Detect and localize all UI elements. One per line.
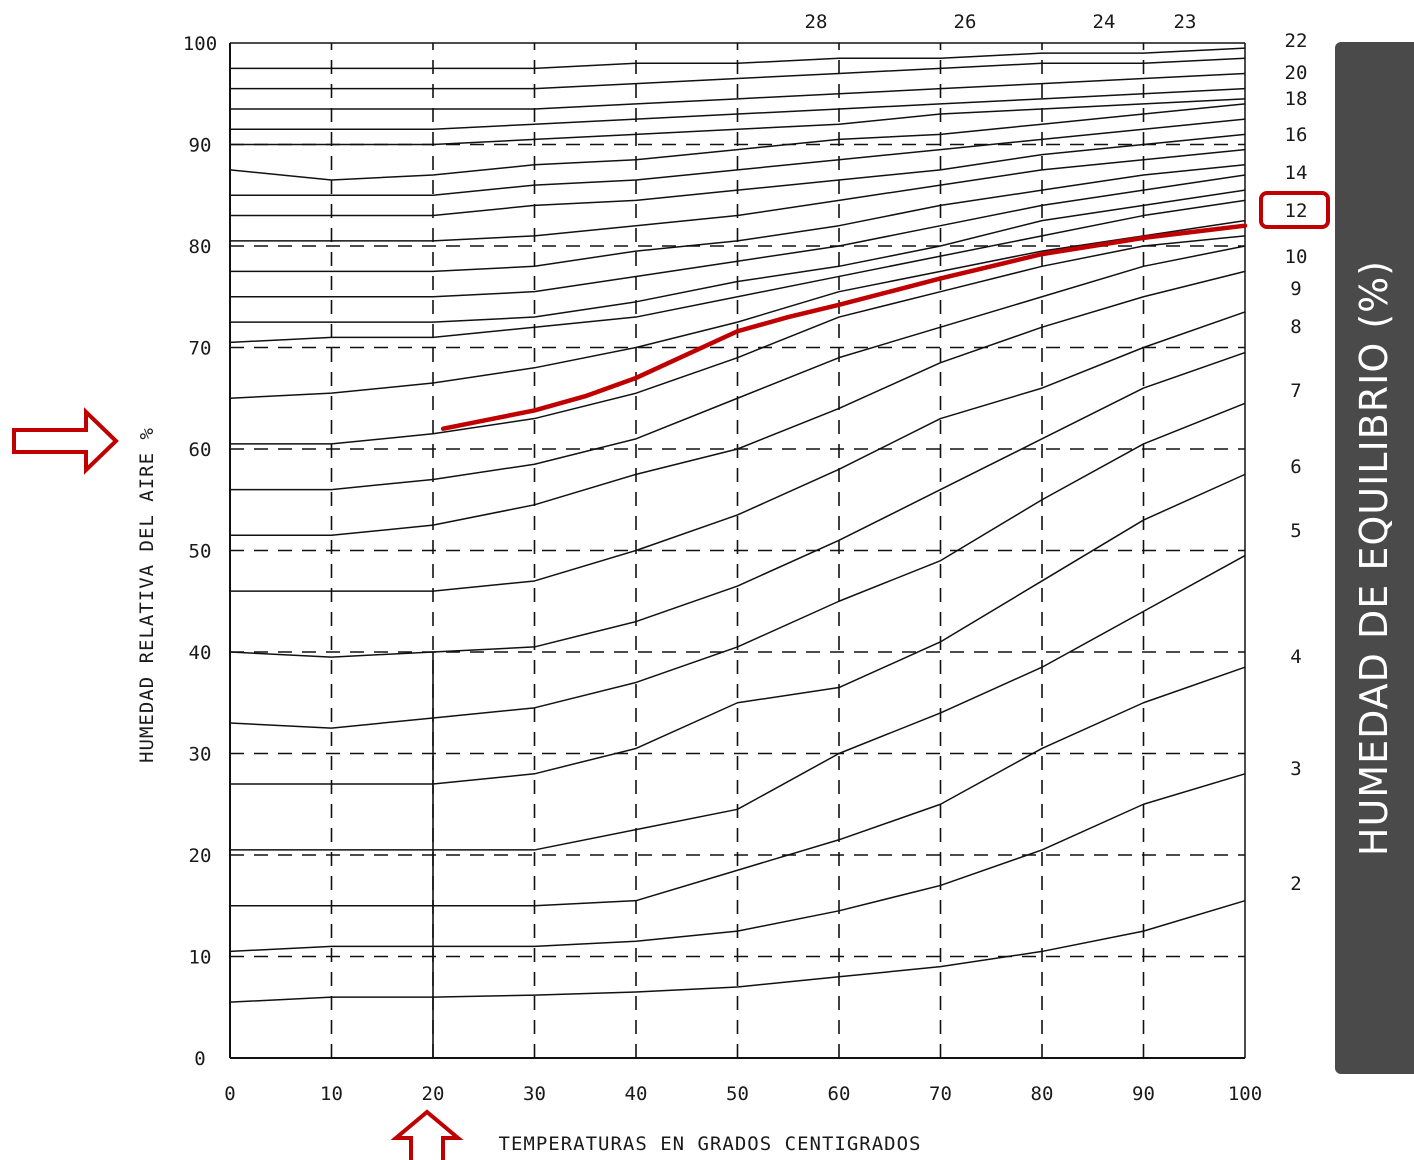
right-label-3: 3	[1290, 758, 1301, 780]
x-axis-title: TEMPERATURAS EN GRADOS CENTIGRADOS	[499, 1133, 922, 1155]
moisture-curve-18	[230, 118, 1246, 196]
moisture-curve-0	[229, 899, 1246, 1003]
top-label-23: 23	[1174, 11, 1197, 33]
grid-lines	[230, 43, 1245, 1058]
top-label-24: 24	[1093, 11, 1116, 33]
chart-axes	[229, 42, 1246, 1059]
x-tick-labels: 0 10 20 30 40 50 60 70 80 90 100	[224, 1083, 1262, 1105]
moisture-curves	[229, 47, 1246, 1003]
moisture-curve-21	[230, 87, 1246, 131]
y-axis-title: HUMEDAD RELATIVA DEL AIRE %	[136, 427, 158, 763]
moisture-curve-3	[230, 554, 1246, 851]
right-label-12-highlight-box	[1259, 191, 1330, 229]
moisture-curve-11	[229, 219, 1246, 399]
right-label-12: 12	[1285, 200, 1308, 222]
x-tick-label: 30	[523, 1083, 546, 1105]
moisture-curve-8	[230, 270, 1246, 537]
moisture-curve-24	[230, 47, 1246, 70]
side-banner-label: HUMEDAD DE EQUILIBRIO (%)	[1352, 259, 1397, 857]
moisture-curve-2	[230, 666, 1246, 907]
moisture-curve-16	[230, 148, 1246, 242]
equilibrium-humidity-banner: HUMEDAD DE EQUILIBRIO (%)	[1335, 42, 1414, 1074]
y-tick-label: 60	[189, 439, 212, 461]
x-tick-label: 40	[625, 1083, 648, 1105]
moisture-curve-15	[230, 164, 1246, 273]
x-tick-label: 0	[224, 1083, 235, 1105]
moisture-curve-17	[230, 133, 1246, 217]
top-label-28: 28	[805, 11, 828, 33]
y-tick-label: 0	[194, 1048, 205, 1070]
moisture-curve-4	[230, 473, 1246, 785]
right-label-16: 16	[1285, 124, 1308, 146]
x-tick-label: 50	[726, 1083, 749, 1105]
top-curve-labels: 28 26 24 23	[805, 11, 1197, 33]
moisture-curve-22	[230, 72, 1246, 110]
moisture-curve-10	[230, 235, 1246, 445]
highlighted-curve-12	[440, 223, 1248, 431]
right-label-6: 6	[1290, 456, 1301, 478]
moisture-curve-14	[230, 174, 1246, 298]
right-label-4: 4	[1290, 646, 1301, 668]
x-tick-label: 100	[1228, 1083, 1262, 1105]
moisture-curve-13	[230, 189, 1246, 323]
right-label-7: 7	[1290, 380, 1301, 402]
y-tick-label: 100	[183, 33, 217, 55]
y-axis-arrow-annotation	[12, 407, 119, 475]
y-tick-label: 20	[189, 845, 212, 867]
y-tick-label: 10	[189, 947, 212, 969]
moisture-curve-23	[230, 57, 1246, 90]
right-label-14: 14	[1285, 162, 1308, 184]
x-tick-label: 70	[929, 1083, 952, 1105]
moisture-curve-7	[230, 311, 1246, 592]
right-label-18: 18	[1285, 88, 1308, 110]
y-tick-label: 40	[189, 642, 212, 664]
y-tick-label: 70	[189, 338, 212, 360]
top-label-26: 26	[954, 11, 977, 33]
right-label-20: 20	[1285, 62, 1308, 84]
x-tick-label: 60	[828, 1083, 851, 1105]
y-tick-label: 30	[189, 744, 212, 766]
moisture-curve-19	[229, 103, 1246, 181]
right-label-9: 9	[1290, 278, 1301, 300]
right-curve-labels: 22 20 18 16 14 12 10 9 8 7 6 5 4 3 2	[1285, 30, 1308, 895]
moisture-curve-12	[229, 199, 1246, 344]
x-tick-label: 80	[1031, 1083, 1054, 1105]
y-tick-labels: 0 10 20 30 40 50 60 70 80 90 100	[183, 33, 217, 1070]
right-label-8: 8	[1290, 316, 1301, 338]
moisture-curve-6	[229, 351, 1246, 658]
moisture-curve-5	[229, 402, 1246, 729]
y-tick-label: 50	[189, 541, 212, 563]
x-tick-label: 90	[1132, 1083, 1155, 1105]
x-tick-label: 10	[320, 1083, 343, 1105]
right-label-10: 10	[1285, 246, 1308, 268]
moisture-curve-9	[230, 245, 1246, 491]
right-label-22: 22	[1285, 30, 1308, 52]
y-tick-label: 80	[189, 236, 212, 258]
y-tick-label: 90	[189, 135, 212, 157]
moisture-curve-20	[230, 98, 1246, 146]
right-label-2: 2	[1290, 873, 1301, 895]
x-tick-arrow-annotation	[390, 1109, 464, 1160]
right-label-5: 5	[1290, 520, 1301, 542]
x-tick-label: 20	[422, 1083, 445, 1105]
moisture-curve-1	[229, 773, 1246, 953]
highlight-layer	[440, 191, 1330, 431]
